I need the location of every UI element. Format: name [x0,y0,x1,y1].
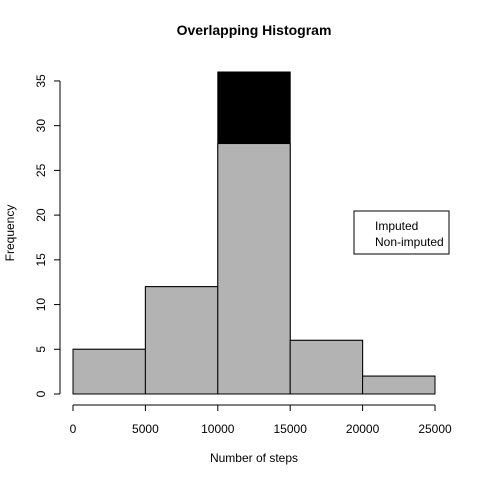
x-tick-label: 15000 [274,422,308,436]
y-tick-label: 15 [34,253,48,267]
x-tick-label: 0 [70,422,77,436]
y-tick-label: 0 [34,390,48,397]
y-tick-label: 10 [34,298,48,312]
y-tick-label: 20 [34,208,48,222]
bar-non-imputed-1 [144,286,219,395]
y-tick-label: 35 [34,74,48,88]
legend-box [353,210,450,255]
bar-non-imputed-2 [217,143,291,395]
x-tick-label: 5000 [132,422,159,436]
bar-non-imputed-0 [72,348,146,395]
legend-entry-imputed: Imputed [375,219,418,233]
legend: Imputed Non-imputed [353,210,450,255]
bar-non-imputed-4 [362,375,436,395]
x-tick-label: 10000 [201,422,235,436]
axes-group: 0 5000 10000 15000 20000 25000 0 5 10 15 20 25 30 35 [34,74,452,436]
bar-non-imputed-3 [289,339,364,395]
chart-title: Overlapping Histogram [177,22,332,38]
legend-entry-non-imputed: Non-imputed [375,235,444,249]
x-axis-label: Number of steps [210,451,298,465]
y-tick-label: 25 [34,163,48,177]
y-tick-label: 30 [34,119,48,133]
bars-group [72,71,436,395]
x-tick-label: 20000 [346,422,380,436]
y-tick-label: 5 [34,346,48,353]
y-axis-label: Frequency [3,205,17,262]
x-tick-label: 25000 [418,422,452,436]
